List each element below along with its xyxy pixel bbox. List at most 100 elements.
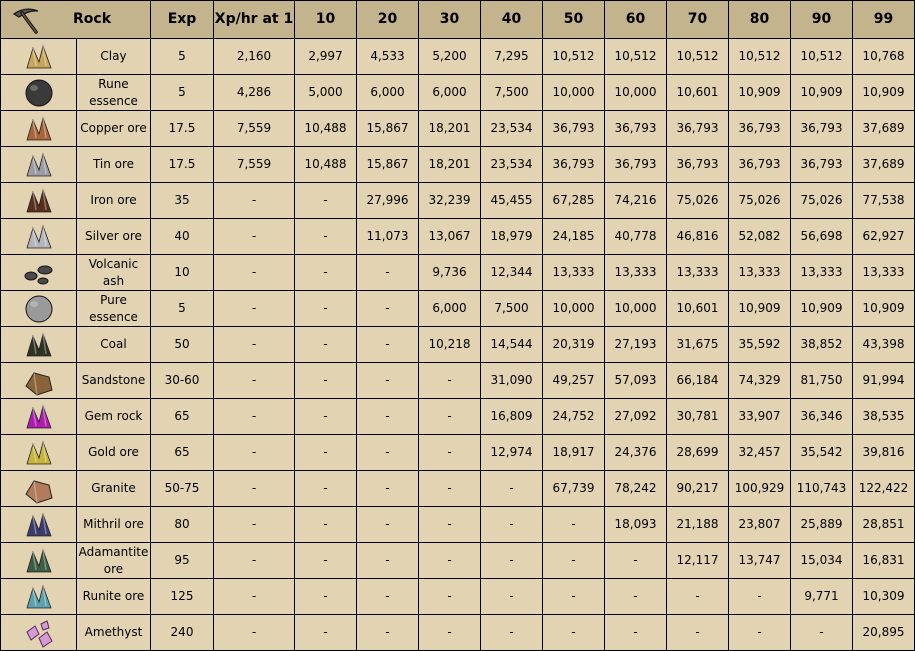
xphr-cell: - (418, 434, 481, 471)
xphr-cell: 40,778 (604, 218, 667, 255)
xphr-cell: 21,188 (666, 506, 729, 543)
xphr-cell: - (790, 614, 853, 651)
xphr-cell: 23,807 (728, 506, 791, 543)
mithril-ore-icon (1, 508, 76, 542)
xphr-cell: 10,512 (790, 38, 853, 75)
rock-exp: 50 (150, 326, 214, 363)
xphr-cell: - (356, 362, 419, 399)
table-row: Adamantite ore 95- - - - - - -12,117 13,747 15,03… (0, 542, 915, 579)
table-row: Gold ore 65- - - -12,974 18,917 24,376 28,699 32… (0, 434, 915, 471)
xphr-cell: 10,000 (542, 74, 605, 111)
rock-name: Volcanic ash (76, 254, 151, 291)
xphr-cell: - (356, 326, 419, 363)
xphr-cell: - (294, 218, 357, 255)
table-row: Gem rock 65- - - -16,809 24,752 27,092 30,781 33… (0, 398, 915, 435)
xphr-cell: - (294, 542, 357, 579)
xphr-cell: 13,747 (728, 542, 791, 579)
xphr-cell: 10,000 (604, 290, 667, 327)
table-row: Clay 5 2,160 2,997 4,533 5,200 7,295 10,512 10,5… (0, 38, 915, 75)
xphr-cell: - (356, 470, 419, 507)
xphr-cell: 12,117 (666, 542, 729, 579)
rock-name: Coal (76, 326, 151, 363)
table-row: Pure essence 5- - -6,000 7,500 10,000 10,000 10… (0, 290, 915, 327)
xphr-cell: - (480, 506, 543, 543)
xphr-cell: 67,285 (542, 182, 605, 219)
rock-exp: 240 (150, 614, 214, 651)
rock-name: Pure essence (76, 290, 151, 327)
xphr-cell: 10,512 (728, 38, 791, 75)
xphr-cell: 62,927 (852, 218, 915, 255)
xphr-cell: 37,689 (852, 110, 915, 147)
table-row: Tin ore 17.5 7,559 10,488 15,867 18,201 23,534… (0, 146, 915, 183)
xphr-cell: - (294, 182, 357, 219)
rock-name: Granite (76, 470, 151, 507)
xphr-cell: - (480, 470, 543, 507)
xphr-cell: 5,200 (418, 38, 481, 75)
rock-name: Iron ore (76, 182, 151, 219)
rock-name: Tin ore (76, 146, 151, 183)
xphr-cell: - (294, 254, 357, 291)
xphr-cell: 39,816 (852, 434, 915, 471)
xphr-cell: 5,000 (294, 74, 357, 111)
xphr-cell: - (604, 614, 667, 651)
xphr-cell: 78,242 (604, 470, 667, 507)
rock-exp: 95 (150, 542, 214, 579)
rock-exp: 125 (150, 578, 214, 615)
rock-name: Runite ore (76, 578, 151, 615)
xphr-cell: 81,750 (790, 362, 853, 399)
volcanic-ash-icon (1, 256, 76, 290)
pure-essence-icon (1, 292, 76, 326)
xphr-cell: 28,699 (666, 434, 729, 471)
xphr-cell: - (294, 362, 357, 399)
xphr-cell: 36,793 (790, 110, 853, 147)
xphr-level-1-cell: - (213, 506, 295, 543)
xphr-cell: 18,093 (604, 506, 667, 543)
rock-name: Gold ore (76, 434, 151, 471)
rock-icon-cell (0, 362, 77, 399)
xphr-cell: 74,329 (728, 362, 791, 399)
xphr-cell: 90,217 (666, 470, 729, 507)
xphr-cell: 36,793 (604, 110, 667, 147)
xphr-cell: 10,000 (604, 74, 667, 111)
xphr-cell: - (480, 614, 543, 651)
xphr-cell: 10,309 (852, 578, 915, 615)
xphr-cell: 15,867 (356, 146, 419, 183)
xphr-cell: 20,895 (852, 614, 915, 651)
rock-name: Sandstone (76, 362, 151, 399)
xphr-cell: - (294, 614, 357, 651)
xphr-cell: 7,500 (480, 290, 543, 327)
rock-name: Clay (76, 38, 151, 75)
xphr-cell: 36,793 (604, 146, 667, 183)
granite-icon (1, 472, 76, 506)
xphr-cell: 36,793 (666, 146, 729, 183)
xphr-cell: 13,333 (852, 254, 915, 291)
column-header-level-60: 60 (604, 0, 667, 39)
xphr-cell: 75,026 (728, 182, 791, 219)
table-body: Clay 5 2,160 2,997 4,533 5,200 7,295 10,512 10,5… (0, 38, 915, 651)
rock-exp: 35 (150, 182, 214, 219)
xphr-level-1-cell: - (213, 182, 295, 219)
xphr-cell: 2,997 (294, 38, 357, 75)
xphr-cell: - (356, 290, 419, 327)
rock-icon-cell (0, 290, 77, 327)
table-header-row: Rock Exp Xp/hr at 1 10 20 30 40 50 60 70… (0, 0, 915, 39)
rune-essence-icon (1, 76, 76, 110)
xphr-cell: 35,592 (728, 326, 791, 363)
xphr-cell: - (418, 614, 481, 651)
column-header-level-90: 90 (790, 0, 853, 39)
xphr-cell: 57,093 (604, 362, 667, 399)
xphr-cell: - (604, 578, 667, 615)
xphr-level-1-cell: 7,559 (213, 146, 295, 183)
xphr-cell: - (356, 614, 419, 651)
xphr-cell: 10,909 (728, 74, 791, 111)
clay-ore-icon (1, 40, 76, 74)
tin-ore-icon (1, 148, 76, 182)
xphr-cell: 18,917 (542, 434, 605, 471)
xphr-cell: - (294, 326, 357, 363)
xphr-cell: - (356, 254, 419, 291)
column-header-xphr-1: Xp/hr at 1 (213, 0, 295, 39)
column-header-rock: Rock (0, 0, 151, 39)
sandstone-icon (1, 364, 76, 398)
xphr-cell: 35,542 (790, 434, 853, 471)
table-row: Granite 50-75- - - - -67,739 78,242 90,217 100,9… (0, 470, 915, 507)
